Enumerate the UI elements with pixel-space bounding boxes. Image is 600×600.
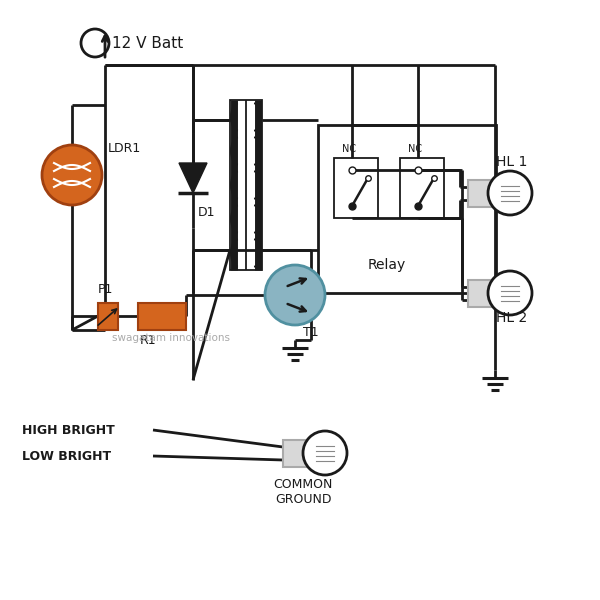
Circle shape (42, 145, 102, 205)
Bar (468, 280, 496, 307)
Text: D1: D1 (198, 206, 215, 220)
Circle shape (488, 271, 532, 315)
Text: HIGH BRIGHT: HIGH BRIGHT (22, 424, 115, 437)
Bar (400, 158, 444, 218)
Bar (230, 100, 262, 270)
Text: HL 1: HL 1 (496, 155, 527, 169)
Circle shape (81, 29, 109, 57)
Text: 12 V Batt: 12 V Batt (112, 35, 183, 50)
Text: P1: P1 (98, 283, 113, 296)
Bar (138, 303, 186, 330)
Text: LOW BRIGHT: LOW BRIGHT (22, 449, 111, 463)
Text: NC: NC (408, 144, 422, 154)
Text: T1: T1 (303, 326, 319, 340)
Bar (468, 180, 496, 207)
Text: R1: R1 (140, 334, 157, 347)
Bar (334, 158, 378, 218)
Polygon shape (179, 163, 207, 193)
Text: LDR1: LDR1 (108, 142, 141, 154)
Text: HL 2: HL 2 (496, 311, 527, 325)
Circle shape (303, 431, 347, 475)
Circle shape (265, 265, 325, 325)
Bar (318, 125, 496, 293)
Text: swagatam innovations: swagatam innovations (112, 333, 230, 343)
Circle shape (488, 171, 532, 215)
Text: Relay: Relay (368, 258, 406, 272)
Text: NC: NC (342, 144, 356, 154)
Bar (283, 440, 311, 467)
Bar (98, 303, 118, 330)
Text: COMMON
GROUND: COMMON GROUND (274, 478, 332, 506)
